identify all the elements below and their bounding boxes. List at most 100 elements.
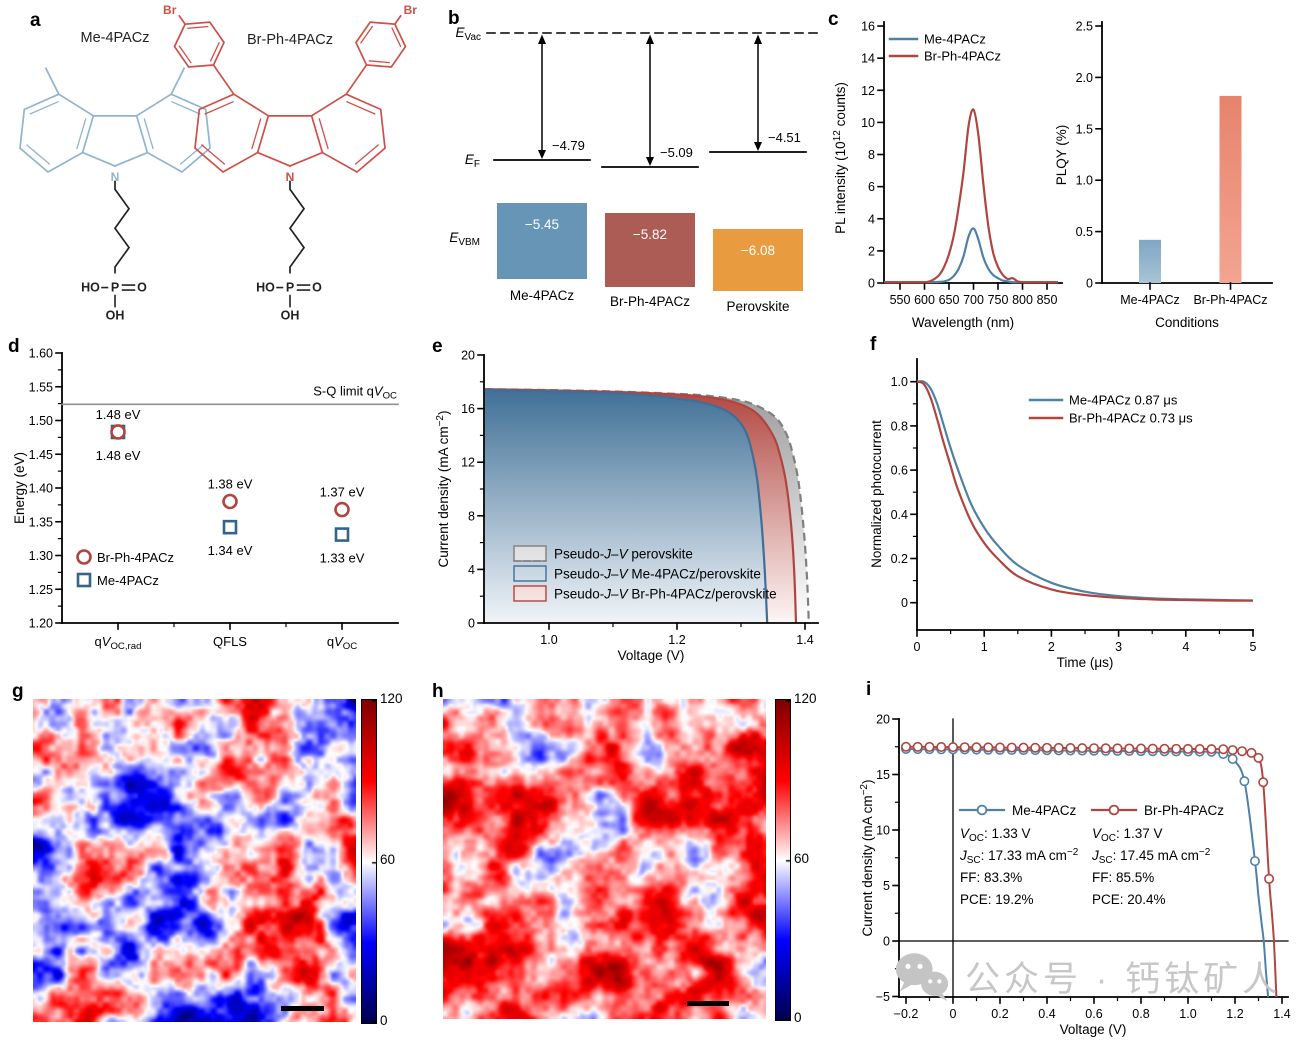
svg-text:Br-Ph-4PACz: Br-Ph-4PACz (1144, 803, 1224, 818)
svg-text:0: 0 (950, 1007, 957, 1021)
svg-text:−4.51: −4.51 (768, 130, 801, 145)
svg-text:N: N (286, 170, 295, 184)
svg-text:Normalized photocurrent: Normalized photocurrent (869, 420, 884, 568)
svg-text:8: 8 (868, 148, 875, 162)
svg-text:1.0: 1.0 (540, 633, 557, 647)
svg-text:O: O (312, 281, 322, 295)
svg-text:1.45: 1.45 (29, 448, 53, 462)
svg-text:OH: OH (106, 309, 125, 323)
svg-text:PCE: 19.2%: PCE: 19.2% (960, 892, 1034, 907)
svg-text:1: 1 (981, 640, 988, 654)
decay-series-1 (916, 380, 1254, 602)
svg-text:Me-4PACz: Me-4PACz (1120, 293, 1180, 307)
svg-text:0.8: 0.8 (891, 419, 908, 433)
svg-text:800: 800 (1012, 293, 1033, 307)
svg-text:1.25: 1.25 (29, 583, 53, 597)
pseudo-line-0 (484, 388, 810, 624)
svg-text:Br-Ph-4PACz: Br-Ph-4PACz (97, 550, 174, 565)
svg-text:0: 0 (883, 935, 890, 949)
svg-text:QFLS: QFLS (213, 634, 247, 649)
svg-text:Br-Ph-4PACz: Br-Ph-4PACz (1193, 293, 1267, 307)
svg-text:1.0: 1.0 (891, 375, 908, 389)
svg-text:Wavelength (nm): Wavelength (nm) (912, 315, 1014, 330)
svg-text:qVOC: qVOC (327, 634, 357, 652)
svg-text:Me-4PACz: Me-4PACz (97, 573, 159, 588)
svg-text:6: 6 (868, 180, 875, 194)
svg-text:15: 15 (876, 768, 890, 782)
pl-series-0 (884, 227, 1058, 284)
svg-text:0.8: 0.8 (1132, 1007, 1149, 1021)
scatter-me-1 (222, 519, 238, 535)
svg-text:Conditions: Conditions (1155, 315, 1219, 330)
svg-text:Me-4PACz: Me-4PACz (924, 32, 986, 47)
svg-text:Pseudo-J–V perovskite: Pseudo-J–V perovskite (554, 547, 693, 562)
svg-text:0.6: 0.6 (891, 464, 908, 478)
panel-label-i: i (866, 679, 871, 700)
svg-text:0: 0 (901, 596, 908, 610)
svg-text:1.0: 1.0 (1076, 174, 1093, 188)
svg-text:P: P (286, 281, 294, 295)
svg-text:20: 20 (461, 349, 475, 363)
svg-text:Me-4PACz 0.87 μs: Me-4PACz 0.87 μs (1069, 393, 1178, 408)
svg-text:EVac: EVac (456, 25, 481, 43)
svg-text:Br-Ph-4PACz: Br-Ph-4PACz (924, 49, 1001, 64)
scatter-br-2 (334, 501, 350, 518)
svg-text:Current density (mA cm−2): Current density (mA cm−2) (435, 411, 451, 568)
svg-text:10: 10 (861, 116, 875, 130)
svg-text:EVBM: EVBM (449, 230, 480, 248)
colorbar-g (361, 699, 377, 1024)
svg-text:EF: EF (465, 152, 480, 170)
pl-map-g (33, 699, 356, 1022)
svg-text:Energy (eV): Energy (eV) (12, 452, 27, 524)
svg-text:Br: Br (404, 3, 418, 17)
pseudo-area-1 (485, 389, 768, 623)
svg-text:0.2: 0.2 (991, 1007, 1008, 1021)
pseudo-line-1 (484, 388, 769, 624)
panel-label-b: b (448, 8, 460, 29)
svg-text:−6.08: −6.08 (741, 243, 775, 258)
svg-text:600: 600 (914, 293, 935, 307)
svg-text:4: 4 (468, 563, 475, 577)
pseudo-line-2 (484, 388, 798, 624)
jv-chart: −5 0 5 10 15 20 −0.2 0 0.2 0.4 0.6 0.8 1.0 1.2 1.4 Volt… (859, 713, 1291, 1038)
svg-text:0.6: 0.6 (1085, 1007, 1102, 1021)
panel-label-c: c (828, 9, 839, 30)
panel-label-e: e (432, 336, 443, 357)
svg-text:4: 4 (1182, 640, 1189, 654)
svg-text:8: 8 (468, 509, 475, 523)
svg-text:850: 850 (1037, 293, 1058, 307)
scalebar-h (687, 1001, 729, 1006)
colorbar-h-min: 0 (794, 1010, 802, 1025)
svg-text:S-Q limit qVOC: S-Q limit qVOC (313, 383, 397, 401)
panel-label-f: f (870, 334, 877, 355)
svg-text:1.2: 1.2 (1226, 1007, 1243, 1021)
pl-map-h (443, 699, 766, 1019)
pl-series-1 (884, 108, 1058, 284)
plqy-bar-1 (1219, 95, 1242, 284)
svg-text:0.4: 0.4 (1038, 1007, 1055, 1021)
scalebar-g (281, 1006, 324, 1011)
svg-text:1.40: 1.40 (29, 482, 53, 496)
svg-text:JSC: 17.45 mA cm−2: JSC: 17.45 mA cm−2 (1091, 847, 1211, 866)
svg-text:−5.82: −5.82 (633, 227, 667, 242)
svg-text:2: 2 (868, 244, 875, 258)
svg-text:JSC: 17.33 mA cm−2: JSC: 17.33 mA cm−2 (959, 847, 1079, 866)
colorbar-h (775, 699, 791, 1021)
svg-text:700: 700 (963, 293, 984, 307)
svg-text:−5.09: −5.09 (660, 145, 693, 160)
svg-text:−0.2: −0.2 (894, 1007, 919, 1021)
svg-text:5: 5 (1250, 640, 1257, 654)
svg-text:1.4: 1.4 (1273, 1007, 1290, 1021)
panel-label-g: g (12, 681, 24, 702)
svg-text:−4.79: −4.79 (552, 138, 585, 153)
svg-text:1.5: 1.5 (1076, 122, 1093, 136)
svg-text:10: 10 (876, 824, 890, 838)
svg-text:OH: OH (281, 309, 300, 323)
svg-text:14: 14 (861, 52, 875, 66)
energy-scatter-chart: 1.20 1.25 1.30 1.35 1.40 1.45 1.50 1.55 1.60 qVOC… (12, 347, 399, 652)
svg-text:0: 0 (1086, 277, 1093, 291)
svg-text:3: 3 (1115, 640, 1122, 654)
svg-text:0.4: 0.4 (891, 508, 908, 522)
svg-text:1.30: 1.30 (29, 549, 53, 563)
svg-text:VOC: 1.37 V: VOC: 1.37 V (1092, 826, 1163, 844)
